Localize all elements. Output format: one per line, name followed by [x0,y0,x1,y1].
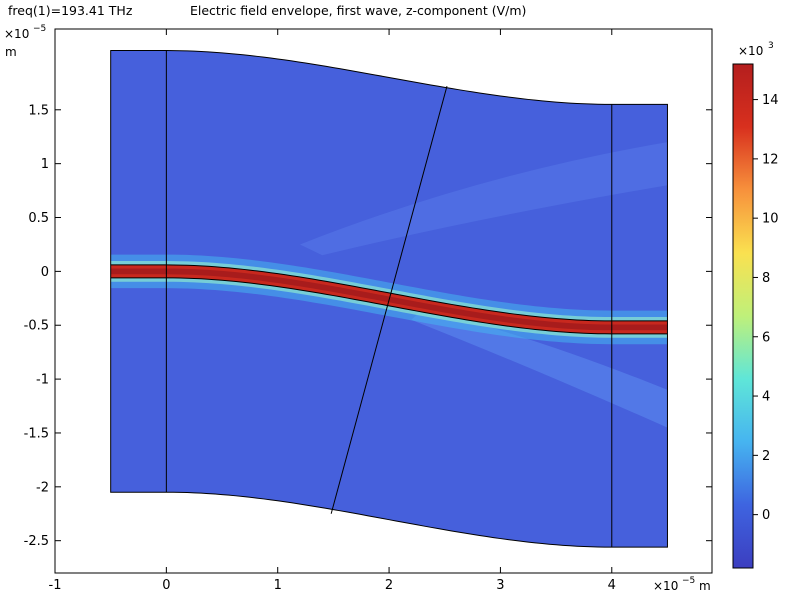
x-tick-label: 0 [162,578,170,593]
radiation-streak [411,309,668,428]
colorbar-tick-label: 4 [762,390,770,405]
x-tick-label: -1 [49,578,62,593]
colorbar-tick-label: 6 [762,330,770,345]
domain-outline [110,50,668,548]
y-exponent: −5 [33,24,46,34]
y-axis: 1.5 1 0.5 0 -0.5 -1 -1.5 -2 -2.5 ×10 −5 m [4,24,712,549]
x-tick-label: 4 [608,578,616,593]
frequency-label: freq(1)=193.41 THz [8,3,133,18]
x-unit-label: m [699,579,711,593]
waveguide-boundary [110,264,668,322]
y-tick-label: 1.5 [28,103,49,118]
colorbar: 0 2 4 6 8 10 12 14 ×10 3 [732,41,779,569]
y-tick-label: 0 [41,265,49,280]
x-exponent-label: ×10 [653,579,678,593]
x-tick-label: 2 [385,578,393,593]
plot-header: freq(1)=193.41 THz Electric field envelo… [0,0,788,22]
x-tick-label: 1 [274,578,282,593]
colorbar-tick-label: 10 [762,212,779,227]
colorbar-tick-label: 0 [762,508,770,523]
x-tick-label: 3 [496,578,504,593]
plot-frame [54,28,713,574]
y-tick-label: -2 [36,480,49,495]
colorbar-tick-label: 8 [762,271,770,286]
radiation-streak [299,142,668,256]
simulation-domain [110,50,668,548]
y-exponent-label: ×10 [4,27,29,41]
colorbar-tick-label: 14 [762,93,779,108]
colorbar-bar [732,63,754,569]
y-tick-label: -1.5 [24,426,49,441]
colorbar-tick-label: 2 [762,449,770,464]
y-tick-label: 1 [41,157,49,172]
y-tick-label: -1 [36,373,49,388]
waveguide-boundary [110,277,668,335]
colorbar-tick-label: 12 [762,152,779,167]
y-tick-label: 0.5 [28,211,49,226]
plot-title: Electric field envelope, first wave, z-c… [190,3,527,18]
x-axis: -1 0 1 2 3 4 ×10 −5 m [49,29,711,593]
colorbar-exponent-label: ×10 [738,44,763,58]
y-tick-label: -0.5 [24,319,49,334]
colorbar-exponent: 3 [768,41,774,51]
x-exponent: −5 [682,576,695,586]
y-tick-label: -2.5 [24,534,49,549]
domain-boundary-line [330,85,448,514]
y-unit-label: m [5,45,17,59]
